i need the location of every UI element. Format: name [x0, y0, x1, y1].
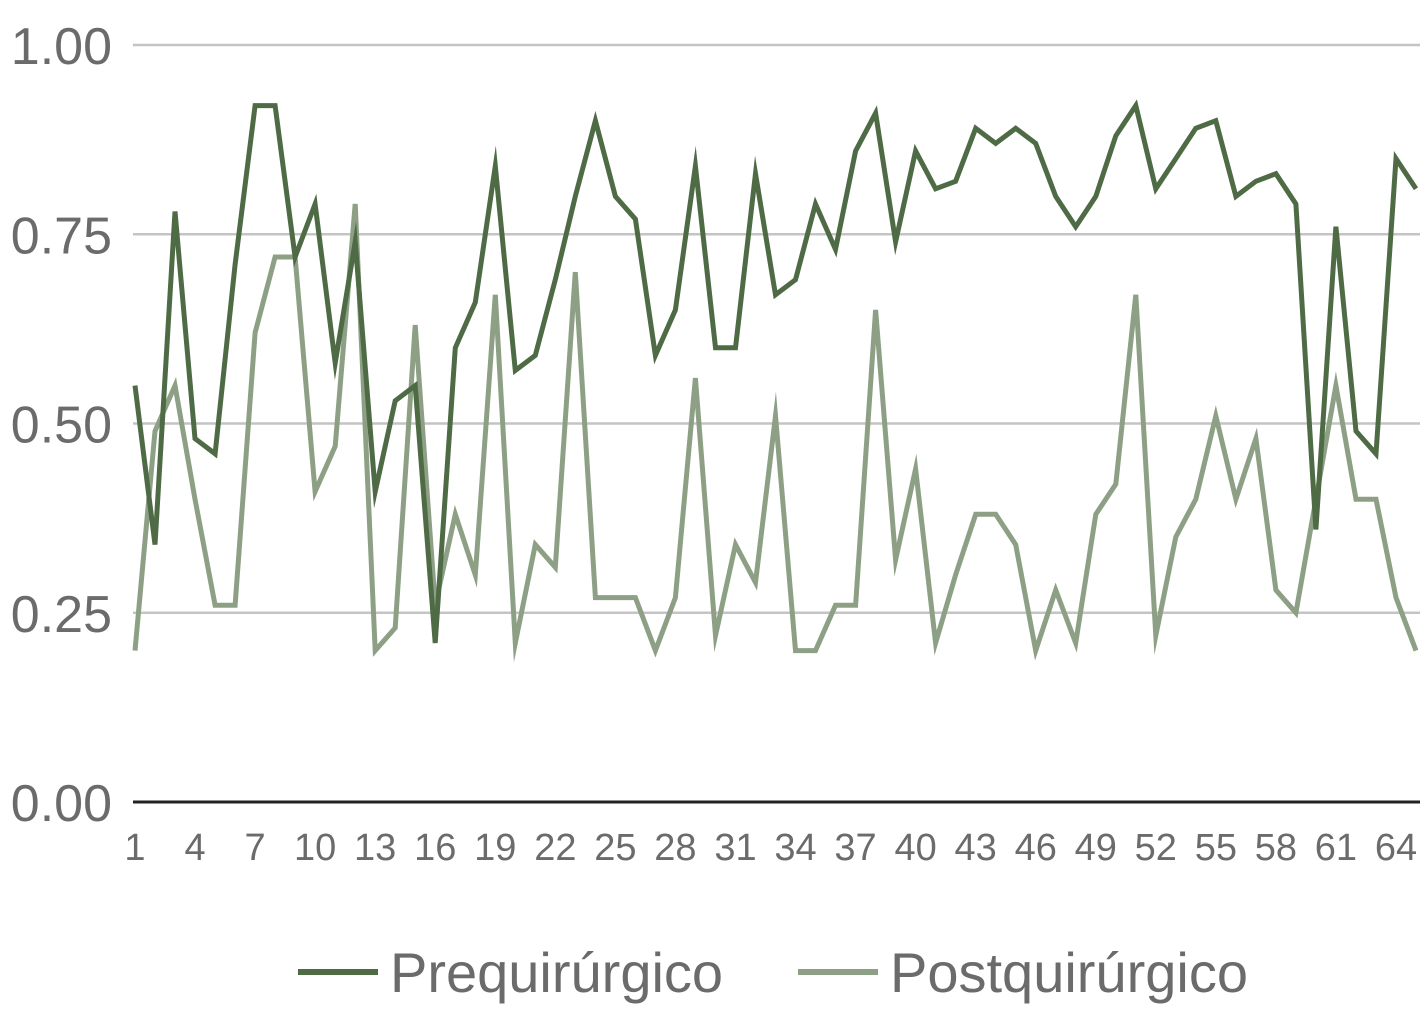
gridlines	[133, 43, 1420, 614]
x-tick-label: 28	[654, 827, 696, 869]
x-tick-label: 43	[955, 827, 997, 869]
x-tick-label: 31	[714, 827, 756, 869]
y-axis-ticks: 0.00 0.25 0.50 0.75 1.00	[11, 18, 112, 833]
x-tick-label: 1	[124, 827, 145, 869]
y-tick-label: 0.25	[11, 586, 112, 644]
x-tick-label: 52	[1135, 827, 1177, 869]
y-tick-label: 0.50	[11, 397, 112, 455]
x-tick-label: 40	[894, 827, 936, 869]
x-tick-label: 37	[834, 827, 876, 869]
legend: Prequirúrgico Postquirúrgico	[298, 941, 1248, 1004]
x-tick-label: 22	[534, 827, 576, 869]
x-tick-label: 61	[1315, 827, 1357, 869]
x-tick-label: 49	[1075, 827, 1117, 869]
x-tick-label: 46	[1015, 827, 1057, 869]
x-tick-label: 25	[594, 827, 636, 869]
x-tick-label: 16	[414, 827, 456, 869]
series-line-prequirurgico	[132, 99, 1419, 644]
y-tick-label: 0.00	[11, 775, 112, 833]
y-tick-label: 0.75	[11, 207, 112, 265]
y-tick-label: 1.00	[11, 18, 112, 76]
x-tick-label: 13	[354, 827, 396, 869]
x-tick-label: 64	[1375, 827, 1417, 869]
legend-label-prequirurgico: Prequirúrgico	[390, 941, 723, 1004]
x-tick-label: 10	[294, 827, 336, 869]
x-tick-label: 55	[1195, 827, 1237, 869]
x-tick-label: 58	[1255, 827, 1297, 869]
x-axis-ticks: 1 4 7 10 13 16 19 22 25 28 31 34 37 40 43 46 49 52 55 58 61 6…	[124, 827, 1417, 869]
x-tick-label: 7	[245, 827, 266, 869]
series-line-postquirurgico	[132, 203, 1419, 663]
x-tick-label: 4	[184, 827, 205, 869]
x-tick-label: 19	[474, 827, 516, 869]
legend-label-postquirurgico: Postquirúrgico	[890, 941, 1248, 1004]
x-tick-label: 34	[774, 827, 816, 869]
series-lines	[132, 99, 1419, 663]
